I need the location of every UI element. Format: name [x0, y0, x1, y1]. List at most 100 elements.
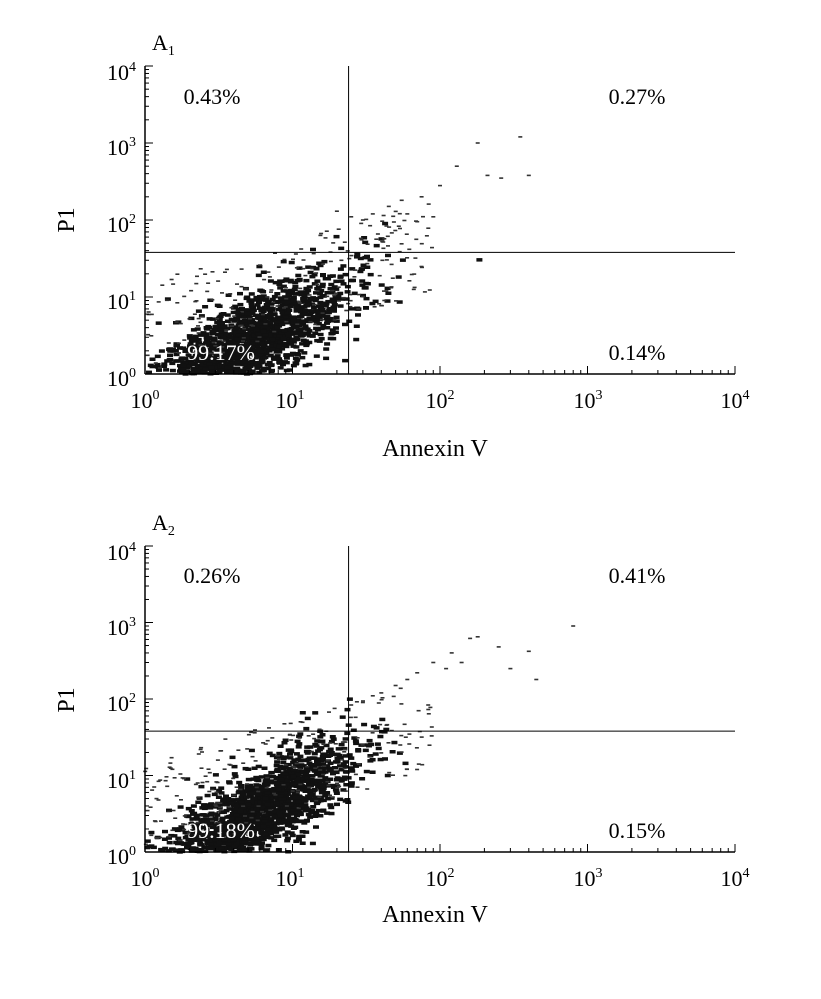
event-point — [285, 798, 292, 802]
event-point — [249, 820, 256, 824]
event-point — [319, 282, 326, 287]
event-point — [260, 329, 267, 334]
event-point — [241, 362, 248, 367]
event-point — [260, 824, 267, 829]
event-point — [158, 847, 165, 852]
event-point — [352, 739, 359, 743]
event-point — [269, 753, 276, 758]
event-point — [210, 786, 217, 791]
event-point — [327, 316, 334, 321]
event-point — [508, 667, 513, 670]
event-point — [206, 768, 211, 770]
event-point — [354, 252, 361, 257]
event-point — [416, 763, 421, 765]
event-point — [286, 817, 293, 821]
event-point — [185, 843, 192, 848]
event-point — [431, 661, 436, 664]
event-point — [254, 815, 261, 819]
x-tick-label: 103 — [574, 388, 603, 413]
event-point — [265, 822, 272, 826]
event-point — [299, 841, 306, 845]
event-point — [310, 305, 317, 310]
event-point — [321, 773, 325, 776]
event-point — [273, 763, 280, 768]
event-point — [287, 756, 294, 760]
event-point — [155, 837, 160, 840]
event-point — [228, 293, 233, 295]
event-point — [280, 319, 287, 323]
event-point — [248, 786, 255, 791]
event-point — [194, 368, 201, 373]
event-point — [156, 301, 161, 303]
event-point — [217, 341, 224, 346]
event-point — [338, 297, 345, 301]
event-point — [277, 794, 284, 798]
event-point — [389, 729, 394, 732]
event-point — [305, 757, 312, 762]
event-point — [329, 331, 336, 336]
event-point — [280, 259, 287, 264]
event-point — [255, 824, 262, 828]
event-point — [348, 756, 355, 760]
event-point — [346, 697, 353, 701]
event-point — [369, 770, 376, 774]
event-point — [166, 808, 172, 813]
event-point — [348, 766, 355, 770]
event-point — [303, 726, 310, 731]
event-point — [361, 722, 368, 727]
event-point — [247, 841, 254, 846]
event-point — [313, 323, 318, 326]
event-point — [158, 779, 163, 781]
event-point — [212, 324, 219, 329]
event-point — [282, 833, 289, 837]
event-point — [337, 267, 344, 271]
event-point — [367, 272, 374, 277]
event-point — [309, 841, 316, 846]
event-point — [253, 350, 260, 355]
event-point — [195, 800, 202, 804]
event-point — [317, 796, 322, 798]
event-point — [196, 796, 201, 799]
event-point — [214, 303, 221, 308]
event-point — [317, 814, 324, 818]
event-point — [152, 786, 157, 788]
event-point — [319, 308, 326, 312]
event-point — [269, 789, 276, 793]
event-point — [243, 795, 250, 799]
event-point — [266, 360, 273, 365]
event-point — [317, 291, 324, 296]
event-point — [399, 243, 404, 245]
event-point — [301, 297, 308, 301]
event-point — [343, 783, 350, 787]
event-point — [485, 174, 490, 177]
event-point — [324, 326, 331, 330]
event-point — [255, 839, 262, 844]
event-point — [324, 291, 331, 295]
event-point — [277, 317, 284, 321]
event-point — [398, 687, 403, 690]
event-point — [364, 265, 371, 269]
event-point — [368, 224, 373, 227]
event-point — [233, 299, 238, 301]
event-point — [426, 704, 431, 706]
event-point — [295, 323, 300, 325]
event-point — [312, 303, 317, 306]
event-point — [201, 345, 208, 349]
event-point — [314, 338, 321, 343]
event-point — [293, 752, 300, 756]
event-point — [403, 774, 408, 777]
event-point — [377, 757, 384, 762]
event-point — [316, 767, 322, 771]
event-point — [153, 362, 158, 364]
event-point — [248, 791, 255, 796]
event-point — [265, 787, 272, 792]
event-point — [268, 809, 273, 811]
event-point — [333, 292, 338, 295]
event-point — [317, 728, 322, 731]
event-point — [165, 785, 170, 788]
event-point — [331, 285, 338, 289]
event-point — [310, 789, 316, 793]
event-point — [262, 320, 269, 324]
event-point — [282, 755, 289, 759]
